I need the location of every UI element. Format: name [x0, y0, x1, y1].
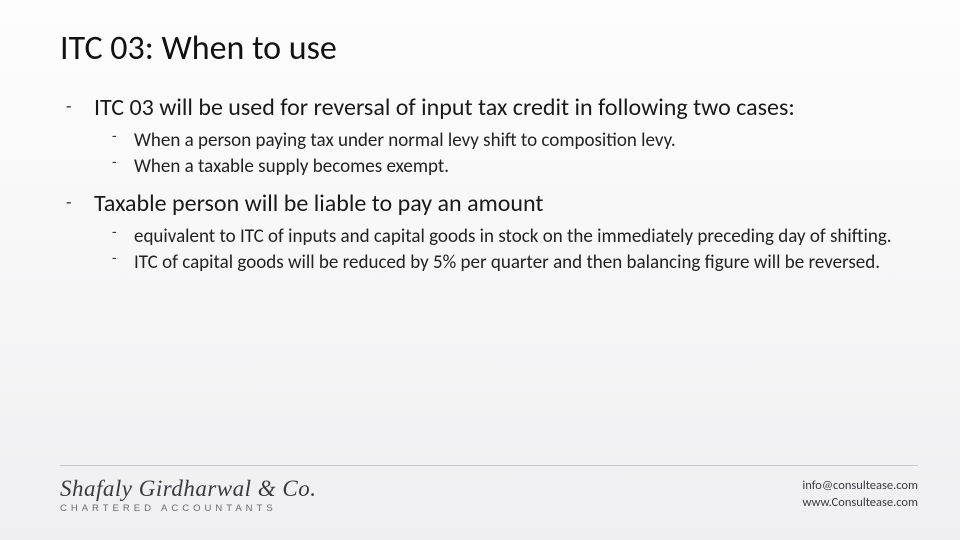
sub-bullet-item: When a taxable supply becomes exempt. — [134, 154, 900, 179]
sub-bullet-item: equivalent to ITC of inputs and capital … — [134, 224, 900, 249]
bullet-text: Taxable person will be liable to pay an … — [94, 189, 543, 218]
footer: Shafaly Girdharwal & Co. CHARTERED ACCOU… — [60, 465, 918, 514]
contact-block: info@consultease.com www.Consultease.com — [802, 478, 918, 512]
sub-bullet-text: When a person paying tax under normal le… — [134, 129, 676, 152]
footer-divider — [60, 465, 918, 466]
bullet-item: ITC 03 will be used for reversal of inpu… — [94, 93, 900, 179]
contact-email: info@consultease.com — [802, 478, 918, 495]
brand-name: Shafaly Girdharwal & Co. — [60, 476, 317, 502]
bullet-item: Taxable person will be liable to pay an … — [94, 189, 900, 275]
brand-subtitle: CHARTERED ACCOUNTANTS — [60, 503, 317, 514]
sub-bullet-item: ITC of capital goods will be reduced by … — [134, 250, 900, 275]
sub-bullet-list: When a person paying tax under normal le… — [94, 128, 900, 179]
brand-block: Shafaly Girdharwal & Co. CHARTERED ACCOU… — [60, 476, 317, 514]
sub-bullet-text: When a taxable supply becomes exempt. — [134, 155, 449, 178]
footer-row: Shafaly Girdharwal & Co. CHARTERED ACCOU… — [60, 476, 918, 514]
slide-title: ITC 03: When to use — [60, 28, 900, 69]
contact-website: www.Consultease.com — [802, 495, 918, 512]
slide: ITC 03: When to use ITC 03 will be used … — [0, 0, 960, 540]
sub-bullet-list: equivalent to ITC of inputs and capital … — [94, 224, 900, 275]
sub-bullet-item: When a person paying tax under normal le… — [134, 128, 900, 153]
bullet-list: ITC 03 will be used for reversal of inpu… — [60, 93, 900, 275]
bullet-text: ITC 03 will be used for reversal of inpu… — [94, 93, 795, 122]
sub-bullet-text: equivalent to ITC of inputs and capital … — [134, 225, 892, 248]
sub-bullet-text: ITC of capital goods will be reduced by … — [134, 251, 880, 274]
